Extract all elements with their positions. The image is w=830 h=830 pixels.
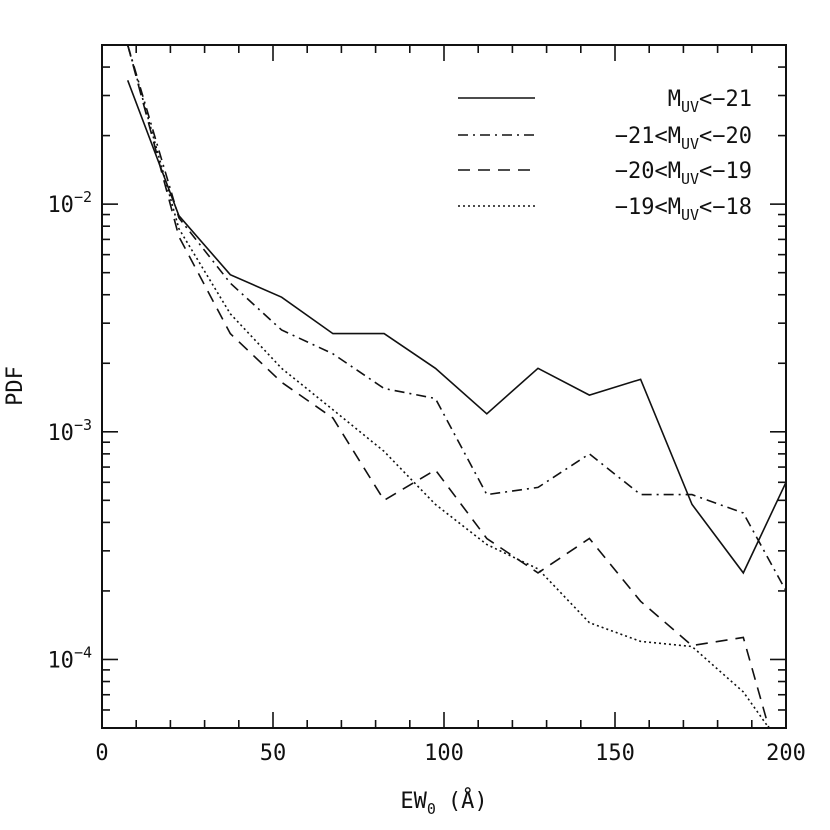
x-tick-label: 100 [424,741,464,766]
y-axis-label: PDF [3,366,28,406]
legend: MUV<−21 −21<MUV<−20 −20<MUV<−19 −19<MUV<−18 [458,87,752,224]
series-layer [126,44,787,729]
series-line-3 [126,44,770,729]
tick-layer [101,44,787,729]
series-line-2 [126,44,787,592]
y-tick-labels: 10−2 10−3 10−4 [47,188,92,673]
y-tick-label: 10−3 [47,416,92,446]
x-axis-label: EW0 (Å) [400,787,487,818]
x-tick-label: 200 [766,741,806,766]
plot-frame [101,44,787,729]
x-tick-label: 50 [260,741,287,766]
legend-label-2: −21<MUV<−20 [615,124,752,153]
x-tick-labels: 0 50 100 150 200 [95,741,806,766]
x-tick-label: 0 [95,741,108,766]
legend-label-3: −20<MUV<−19 [615,159,752,188]
x-axis-label-unit: (Å) [448,787,488,814]
series-line-1 [126,80,787,575]
x-axis-label-sub: 0 [427,800,436,818]
y-tick-label: 10−2 [47,188,92,218]
legend-label-4: −19<MUV<−18 [615,195,752,224]
x-tick-label: 150 [595,741,635,766]
x-axis-label-main: EW [400,789,427,814]
y-tick-label: 10−4 [47,643,92,673]
legend-label-1: MUV<−21 [668,87,752,116]
